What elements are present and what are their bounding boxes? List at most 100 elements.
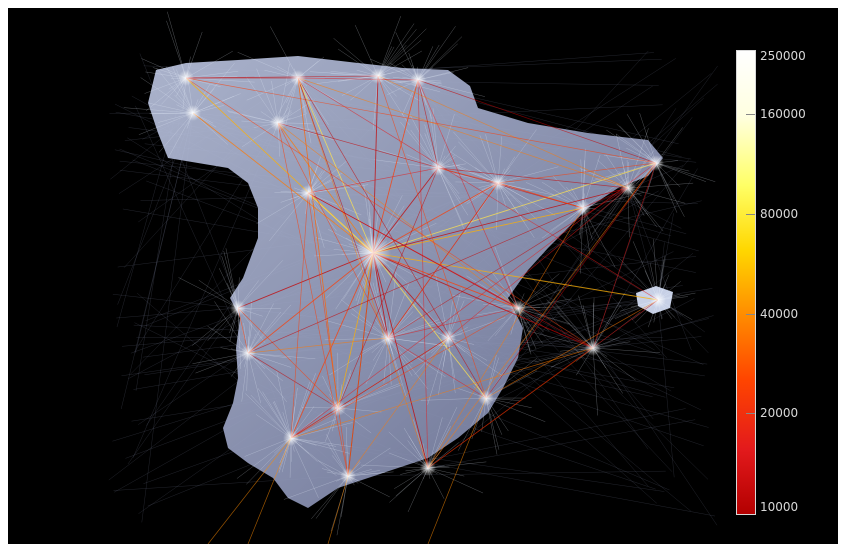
mesh-line [214,301,249,354]
mesh-line [546,299,594,349]
mesh-line [582,176,629,209]
mesh-line [247,300,252,354]
mesh-line [324,337,389,341]
city-hub-glow [510,300,526,316]
haze-line [135,105,249,354]
flow-line [427,162,657,469]
mesh-line [221,255,239,309]
flow-line [192,112,374,254]
mesh-line [517,273,560,309]
mesh-line [452,162,499,184]
mesh-line [245,76,279,124]
mesh-line [185,31,203,79]
city-hub-glow [178,70,194,86]
flow-line [290,162,657,439]
flow-line [290,337,449,439]
mesh-line [655,162,678,213]
mesh-line [449,151,499,184]
mesh-line [453,131,499,184]
flow-line [290,347,594,439]
city-hub-glow [283,430,299,446]
mesh-line [377,75,420,102]
mesh-line [437,167,464,225]
mesh-line [582,148,586,209]
mesh-line [262,391,292,439]
mesh-line [290,373,316,439]
mesh-line [417,79,486,97]
mesh-line [432,108,439,169]
city-hub-glow [648,155,664,171]
mesh-line [307,192,325,248]
mesh-line [541,181,584,209]
mesh-line [377,29,417,77]
mesh-line [578,295,594,349]
mesh-line [479,135,499,184]
mesh-line [123,107,194,114]
haze-line [347,470,666,477]
flow-line [247,337,389,354]
mesh-line [615,133,657,164]
mesh-line [458,141,499,184]
mesh-line [270,26,299,79]
mesh-line [246,77,299,101]
mesh-line [297,77,312,144]
city-hub-glow [240,345,256,361]
mesh-line [437,167,469,216]
colorbar-tick-label: 20000 [760,406,799,421]
mesh-line [627,128,649,189]
flow-line [372,252,449,339]
mesh-line [268,192,309,242]
mesh-line [616,134,629,189]
flow-line [347,337,449,477]
flow-line [247,187,629,354]
haze-line [485,158,690,399]
mesh-line [247,303,274,354]
mesh-line [256,192,309,224]
city-hub-glow [370,68,386,84]
mesh-line [453,165,499,184]
mesh-line [387,282,410,339]
mesh-line [365,337,389,385]
mesh-line [377,75,410,126]
mesh-line [427,406,458,469]
flow-line [377,75,487,399]
mesh-line [534,347,594,363]
mesh-line [417,36,463,81]
flow-line [387,337,487,399]
mesh-line [207,325,249,354]
mesh-line [337,48,379,77]
flow-line [277,122,349,477]
flow-line [185,77,594,349]
city-hub-glow [355,235,391,271]
flow-line [372,75,379,254]
mesh-line [145,77,187,111]
mesh-line [307,192,362,216]
city-hub-glow [585,340,601,356]
mesh-line [447,337,503,377]
mesh-line [192,352,249,365]
mesh-line [241,352,249,402]
mesh-line [257,388,292,439]
flow-line [417,79,519,309]
mesh-line [497,182,556,216]
colorbar-tick-mark [746,213,755,215]
haze-line [592,168,698,349]
flow-line [372,252,429,469]
mesh-line [435,274,449,339]
mesh-line [417,43,458,81]
haze-line [517,307,673,472]
mesh-line [427,417,443,469]
flow-line [247,252,374,354]
mesh-line [408,112,439,169]
mesh-line [237,307,242,369]
mesh-line [236,437,292,479]
flow-line [372,207,584,254]
flow-line [497,162,657,184]
flow-line [185,75,379,79]
mesh-line [592,293,625,349]
flow-line [387,182,499,339]
mesh-line [485,397,500,450]
mesh-line [429,110,439,169]
mesh-line [517,307,532,355]
flow-line [447,187,629,339]
